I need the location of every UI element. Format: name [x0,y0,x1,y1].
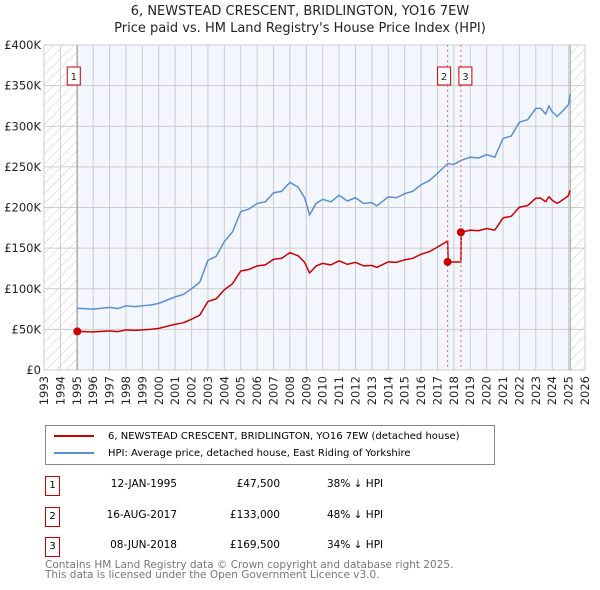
y-tick-label: £350K [4,79,41,93]
x-tick-label: 1995 [70,376,84,405]
footer-line: This data is licensed under the Open Gov… [45,569,380,581]
sale-point [443,257,452,266]
sale-hpi-diff: 38% ↓ HPI [327,478,384,490]
x-tick-label: 2020 [480,376,494,405]
x-tick-label: 2002 [185,376,199,405]
x-tick-label: 2004 [217,376,231,405]
sale-label-box [66,66,81,86]
x-tick-label: 2011 [332,376,346,405]
x-tick-label: 1994 [53,376,67,405]
x-tick-label: 2023 [529,376,543,405]
legend-label: HPI: Average price, detached house, East… [108,447,411,459]
x-tick-label: 2006 [250,376,264,405]
legend: 6, NEWSTEAD CRESCENT, BRIDLINGTON, YO16 … [45,425,495,465]
x-tick-label: 2015 [398,376,412,405]
y-tick-label: £50K [12,322,42,336]
sale-label: 1 [71,72,77,83]
y-tick-label: £400K [4,38,41,52]
sale-row: 1 12-JAN-1995 £47,500 38% ↓ HPI [45,476,445,496]
x-tick-label: 2005 [234,376,248,405]
x-tick-label: 2009 [299,376,313,405]
x-tick-label: 2022 [512,376,526,405]
x-tick-label: 1998 [119,376,133,405]
x-tick-label: 2007 [267,376,281,405]
x-tick-label: 1993 [37,376,51,405]
x-tick-label: 2024 [545,376,559,405]
x-tick-label: 1996 [86,376,100,405]
sale-label-box [437,66,452,86]
sale-row: 2 16-AUG-2017 £133,000 48% ↓ HPI [45,506,445,527]
sale-price: £133,000 [229,508,280,521]
sale-marker-box: 2 [45,506,60,527]
x-tick-label: 2021 [496,376,510,405]
sale-label: 2 [441,72,447,83]
x-tick-label: 1999 [135,376,149,405]
x-tick-label: 2025 [562,376,576,405]
sale-hpi-diff: 48% ↓ HPI [327,508,384,521]
x-tick-label: 2019 [463,376,477,405]
sale-date: 16-AUG-2017 [106,508,177,521]
sale-date: 12-JAN-1995 [110,478,177,490]
x-tick-label: 2001 [168,376,182,405]
y-tick-label: £200K [4,201,41,215]
legend-item-property: 6, NEWSTEAD CRESCENT, BRIDLINGTON, YO16 … [54,428,460,444]
x-tick-label: 2014 [381,376,395,405]
x-tick-label: 2003 [201,376,215,405]
legend-item-hpi: HPI: Average price, detached house, East… [54,445,411,461]
legend-swatch [54,452,94,454]
sale-price: £169,500 [229,539,280,551]
sale-price: £47,500 [236,478,280,490]
hpi-line [77,93,571,310]
sale-point [73,327,82,336]
legend-swatch [54,435,94,437]
sale-hpi-diff: 34% ↓ HPI [327,539,384,551]
chart-subtitle: Price paid vs. HM Land Registry's House … [114,21,486,36]
x-tick-label: 2012 [348,376,362,405]
x-tick-label: 2018 [447,376,461,405]
footer-line: Contains HM Land Registry data © Crown c… [45,559,454,571]
legend-label: 6, NEWSTEAD CRESCENT, BRIDLINGTON, YO16 … [108,430,460,442]
y-tick-label: £150K [4,241,41,255]
sale-marker-box: 3 [45,537,60,557]
x-tick-label: 1997 [103,376,117,405]
x-tick-label: 2010 [316,376,330,405]
sale-label-box [458,66,473,86]
x-tick-label: 2008 [283,376,297,405]
y-tick-label: £300K [4,119,41,133]
y-tick-label: £100K [4,282,41,296]
sale-label: 3 [462,72,468,83]
x-tick-label: 2026 [578,376,592,405]
x-tick-label: 2013 [365,376,379,405]
sale-date: 08-JUN-2018 [110,539,177,551]
property-price-line [77,190,571,333]
chart-title: 6, NEWSTEAD CRESCENT, BRIDLINGTON, YO16 … [130,4,470,19]
x-tick-label: 2017 [430,376,444,405]
plot-area: 1993 1994 1995 1996 1997 1998 1999 2000 2001 2002… [4,38,592,405]
sale-marker-box: 1 [45,476,60,496]
x-tick-label: 2000 [152,376,166,405]
y-tick-label: £250K [4,160,41,174]
sale-row: 3 08-JUN-2018 £169,500 34% ↓ HPI [45,537,445,557]
sale-point [456,228,465,237]
y-tick-label: £0 [26,363,41,377]
footer: Contains HM Land Registry data © Crown c… [45,559,454,581]
x-tick-label: 2016 [414,376,428,405]
